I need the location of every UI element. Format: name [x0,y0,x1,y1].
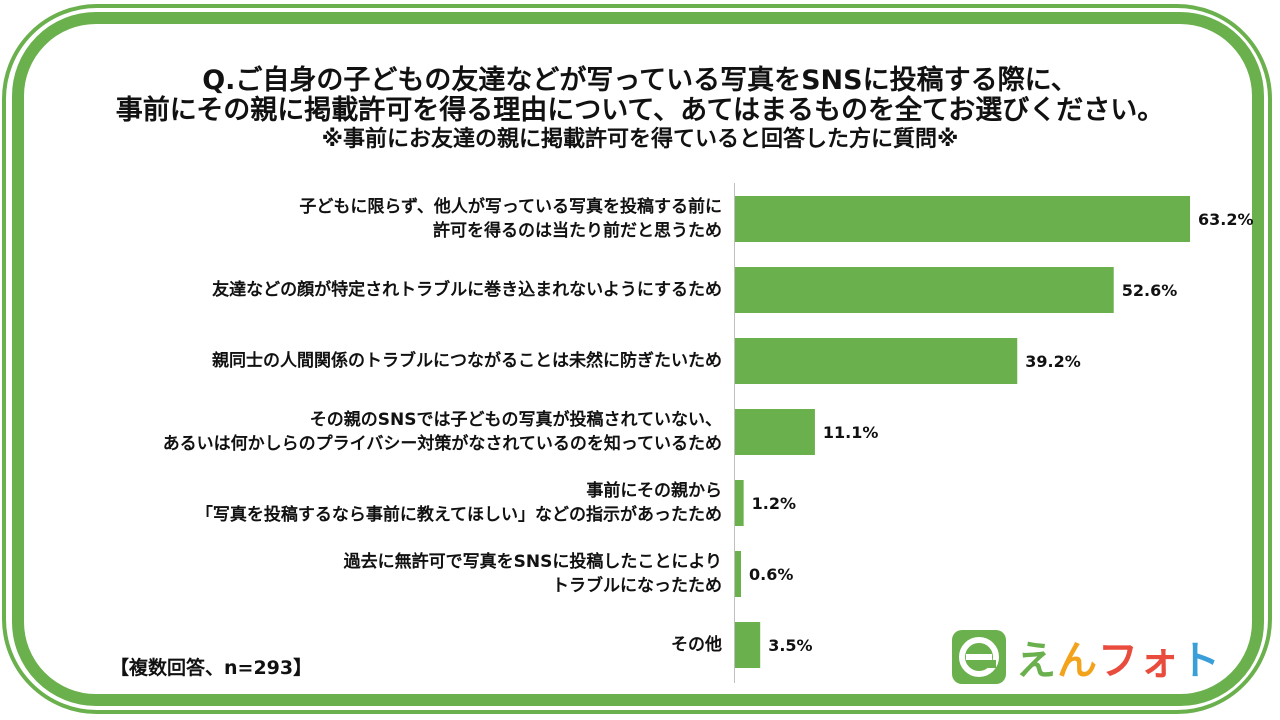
logo-char-2: ん [1057,638,1098,684]
inner-frame-border [12,12,1264,706]
category-label-3: 親同士の人間関係のトラブルにつながることは未然に防ぎたいため [212,349,722,373]
logo-wordmark: えんフォト [1016,628,1221,686]
bar-2 [735,267,1114,313]
chart-title-line-2: 事前にその親に掲載許可を得る理由について、あてはまるものを全てお選びください。 [115,95,1165,126]
bar-7 [735,622,761,668]
category-axis-line [734,183,735,683]
enphoto-logo: えんフォト [952,628,1221,686]
data-label-4: 11.1% [823,423,879,442]
category-label-6: 過去に無許可で写真をSNSに投稿したことによりトラブルになったため [344,550,722,598]
outer-frame-border [2,4,1272,714]
category-label-3-line-1: 親同士の人間関係のトラブルにつながることは未然に防ぎたいため [212,351,722,371]
bar-6 [735,551,741,597]
data-label-2: 52.6% [1122,281,1178,300]
data-label-1: 63.2% [1198,210,1254,229]
bar-5 [735,480,744,526]
data-label-6: 0.6% [749,565,793,584]
category-label-2: 友達などの顔が特定されトラブルに巻き込まれないようにするため [212,278,722,302]
category-label-4-line-1: その親のSNSでは子どもの写真が投稿されていない、 [309,410,722,430]
sample-note: 【複数回答、n=293】 [110,657,313,679]
bar-4 [735,409,815,455]
chart-title-line-1: Q.ご自身の子どもの友達などが写っている写真をSNSに投稿する際に、 [202,65,1078,96]
category-label-1-line-1: 子どもに限らず、他人が写っている写真を投稿する前に [299,197,722,217]
bar-3 [735,338,1018,384]
data-label-5: 1.2% [752,494,796,513]
data-label-7: 3.5% [768,636,812,655]
category-label-6-line-1: 過去に無許可で写真をSNSに投稿したことにより [343,552,722,572]
category-label-1-line-2: 許可を得るのは当たり前だと思うため [433,221,722,241]
category-label-7: その他 [671,633,722,657]
category-label-1: 子どもに限らず、他人が写っている写真を投稿する前に許可を得るのは当たり前だと思う… [299,195,722,243]
logo-e-icon [952,630,1006,684]
category-label-5: 事前にその親から「写真を投稿するなら事前に教えてほしい」などの指示があったため [196,479,722,527]
category-label-6-line-2: トラブルになったため [552,576,722,596]
category-label-2-line-1: 友達などの顔が特定されトラブルに巻き込まれないようにするため [212,280,722,300]
logo-char-3: フォ [1098,638,1180,684]
category-label-4-line-2: あるいは何かしらのプライバシー対策がなされているのを知っているため [162,434,722,454]
category-label-5-line-1: 事前にその親から [586,481,722,501]
category-label-7-line-1: その他 [671,635,722,655]
data-label-3: 39.2% [1025,352,1081,371]
category-label-5-line-2: 「写真を投稿するなら事前に教えてほしい」などの指示があったため [195,505,722,525]
chart-subtitle: ※事前にお友達の親に掲載許可を得ていると回答した方に質問※ [321,127,959,152]
logo-char-4: ト [1180,638,1221,684]
category-label-4: その親のSNSでは子どもの写真が投稿されていない、あるいは何かしらのプライバシー… [163,408,722,456]
logo-char-1: え [1016,638,1057,684]
bar-1 [735,196,1191,242]
